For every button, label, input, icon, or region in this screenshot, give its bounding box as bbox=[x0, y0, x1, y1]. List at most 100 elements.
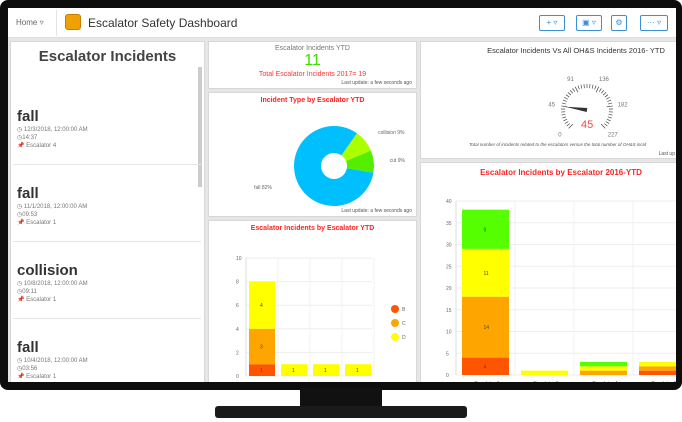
slice-label: cut 9% bbox=[390, 158, 406, 164]
date-text: 12/3/2018, 12:00:00 AM bbox=[23, 127, 88, 133]
bar-segment bbox=[249, 328, 275, 365]
clock-icon: ◷ bbox=[17, 127, 23, 133]
gauge-tick-label: 0 bbox=[558, 133, 562, 139]
clock-icon: ◷ bbox=[17, 212, 23, 218]
gauge-tick bbox=[591, 84, 594, 89]
pin-icon: 📌 bbox=[17, 297, 25, 303]
list-item[interactable]: collision ◷ 10/8/2018, 12:00:00 AM ◷09:1… bbox=[13, 242, 201, 319]
pin-icon: 📌 bbox=[17, 220, 25, 226]
legend-label: C bbox=[402, 321, 406, 327]
incident-location: 📌 Escalator 4 bbox=[17, 142, 201, 150]
bar-segment bbox=[639, 370, 676, 375]
incident-list-panel: Escalator Incidents fall ◷ 12/3/2018, 12… bbox=[10, 41, 205, 382]
y-tick-label: 10 bbox=[236, 256, 242, 262]
bar-segment bbox=[249, 281, 275, 329]
gauge-needle bbox=[565, 106, 588, 112]
incident-location: 📌 Escalator 1 bbox=[17, 219, 201, 227]
y-tick-label: 0 bbox=[236, 374, 239, 380]
monitor-stand bbox=[300, 388, 382, 410]
gauge-tick bbox=[567, 92, 572, 96]
list-item[interactable]: fall ◷ 10/4/2018, 12:00:00 AM ◷03:56 📌 E… bbox=[13, 319, 201, 382]
bar-segment bbox=[462, 357, 509, 375]
incident-type: fall bbox=[17, 185, 39, 202]
bar-segment bbox=[345, 364, 371, 376]
bar-value-label: 4 bbox=[260, 303, 263, 309]
incident-date: ◷ 12/3/2018, 12:00:00 AM bbox=[17, 126, 201, 134]
list-title: Escalator Incidents bbox=[38, 48, 177, 65]
home-dropdown[interactable]: Home ▿ bbox=[16, 18, 44, 27]
legend-marker bbox=[391, 319, 399, 327]
bar-segment bbox=[313, 364, 339, 376]
incident-location: 📌 Escalator 1 bbox=[17, 373, 201, 381]
app-title: Escalator Safety Dashboard bbox=[88, 16, 238, 30]
gauge-tick bbox=[606, 118, 611, 122]
bar-value-label: 1 bbox=[292, 368, 295, 374]
bar-segment bbox=[580, 370, 627, 375]
legend-marker bbox=[391, 333, 399, 341]
gauge-tick bbox=[607, 116, 612, 119]
add-button[interactable]: + ▿ bbox=[539, 15, 565, 31]
indicator-subtitle: Total Escalator Incidents 2017= 19 bbox=[258, 71, 367, 78]
location-text: Escalator 1 bbox=[26, 374, 57, 380]
gauge-tick bbox=[566, 123, 570, 127]
donut-slice bbox=[294, 126, 374, 207]
donut-title: Incident Type by Escalator YTD bbox=[260, 97, 365, 104]
clock-icon: ◷ bbox=[17, 135, 23, 141]
monitor-frame: Home ▿ Escalator Safety Dashboard + ▿ ▣ … bbox=[0, 0, 682, 390]
gauge-tick bbox=[562, 116, 567, 119]
bar-segment bbox=[521, 370, 568, 375]
gauge-tick-label: 136 bbox=[599, 77, 610, 83]
indicator-title: Escalator Incidents YTD bbox=[275, 45, 350, 52]
list-item[interactable]: fall ◷ 12/3/2018, 12:00:00 AM ◷14:37 📌 E… bbox=[13, 88, 201, 165]
bar-segment bbox=[639, 366, 676, 371]
time-text: 09:11 bbox=[22, 289, 37, 295]
gauge-tick bbox=[606, 96, 610, 100]
slice-label: fall 82% bbox=[254, 185, 272, 191]
time-text: 14:37 bbox=[22, 135, 38, 141]
bar-segment bbox=[580, 366, 627, 371]
y-tick-label: 15 bbox=[446, 308, 452, 314]
donut-slice bbox=[341, 133, 371, 162]
gauge-tick bbox=[600, 123, 606, 129]
home-label: Home bbox=[16, 18, 38, 27]
donut-chart: collision 9% cut 9% fall 82% bbox=[254, 126, 406, 207]
y-tick-label: 35 bbox=[446, 221, 452, 227]
header-bar: Home ▿ Escalator Safety Dashboard + ▿ ▣ … bbox=[8, 8, 676, 38]
gauge-tick-label: 182 bbox=[618, 103, 629, 109]
gauge-tick bbox=[572, 88, 576, 92]
date-text: 10/8/2018, 12:00:00 AM bbox=[23, 281, 88, 287]
time-text: 03:56 bbox=[22, 366, 38, 372]
gauge-tick bbox=[561, 113, 566, 116]
bar-chart-title: Escalator Incidents by Escalator YTD bbox=[250, 225, 375, 232]
gauge-tick bbox=[561, 105, 568, 108]
legend-label: B bbox=[402, 307, 406, 313]
bar-segment bbox=[462, 209, 509, 249]
y-tick-label: 8 bbox=[236, 280, 239, 286]
gauge-tick bbox=[568, 123, 574, 129]
gauge-chart: 0 45 91 136 182 227 45 bbox=[548, 77, 629, 139]
y-tick-label: 2 bbox=[236, 350, 239, 356]
gauge-tick bbox=[574, 86, 579, 93]
gauge-panel: Escalator Incidents Vs All OH&S Incident… bbox=[420, 41, 676, 159]
list-item[interactable]: fall ◷ 11/1/2018, 12:00:00 AM ◷09:53 📌 E… bbox=[13, 165, 201, 242]
ytd-bar-panel: Escalator Incidents by Escalator YTD 0 2 4… bbox=[208, 220, 417, 382]
gauge-tick bbox=[594, 85, 597, 90]
bar-value-label: 1 bbox=[356, 368, 359, 374]
bar-segment bbox=[462, 248, 509, 297]
pin-icon: 📌 bbox=[17, 374, 25, 380]
monitor-base bbox=[215, 406, 467, 418]
gauge-tick bbox=[602, 92, 607, 96]
gauge-tick bbox=[598, 88, 602, 92]
bar-segment bbox=[249, 364, 275, 376]
settings-button[interactable]: ⚙ bbox=[611, 15, 627, 31]
gauge-tick bbox=[569, 90, 573, 94]
gauge-tick bbox=[604, 94, 609, 98]
more-button[interactable]: ··· ▿ bbox=[640, 15, 668, 31]
gauge-tick bbox=[601, 90, 605, 94]
gauge-tick bbox=[561, 102, 566, 105]
layout-button[interactable]: ▣ ▿ bbox=[576, 15, 602, 31]
app-logo-icon bbox=[65, 14, 81, 30]
scrollbar[interactable] bbox=[198, 67, 202, 187]
bar-value-label: 14 bbox=[484, 325, 490, 331]
incident-time: ◷09:11 bbox=[17, 288, 201, 296]
